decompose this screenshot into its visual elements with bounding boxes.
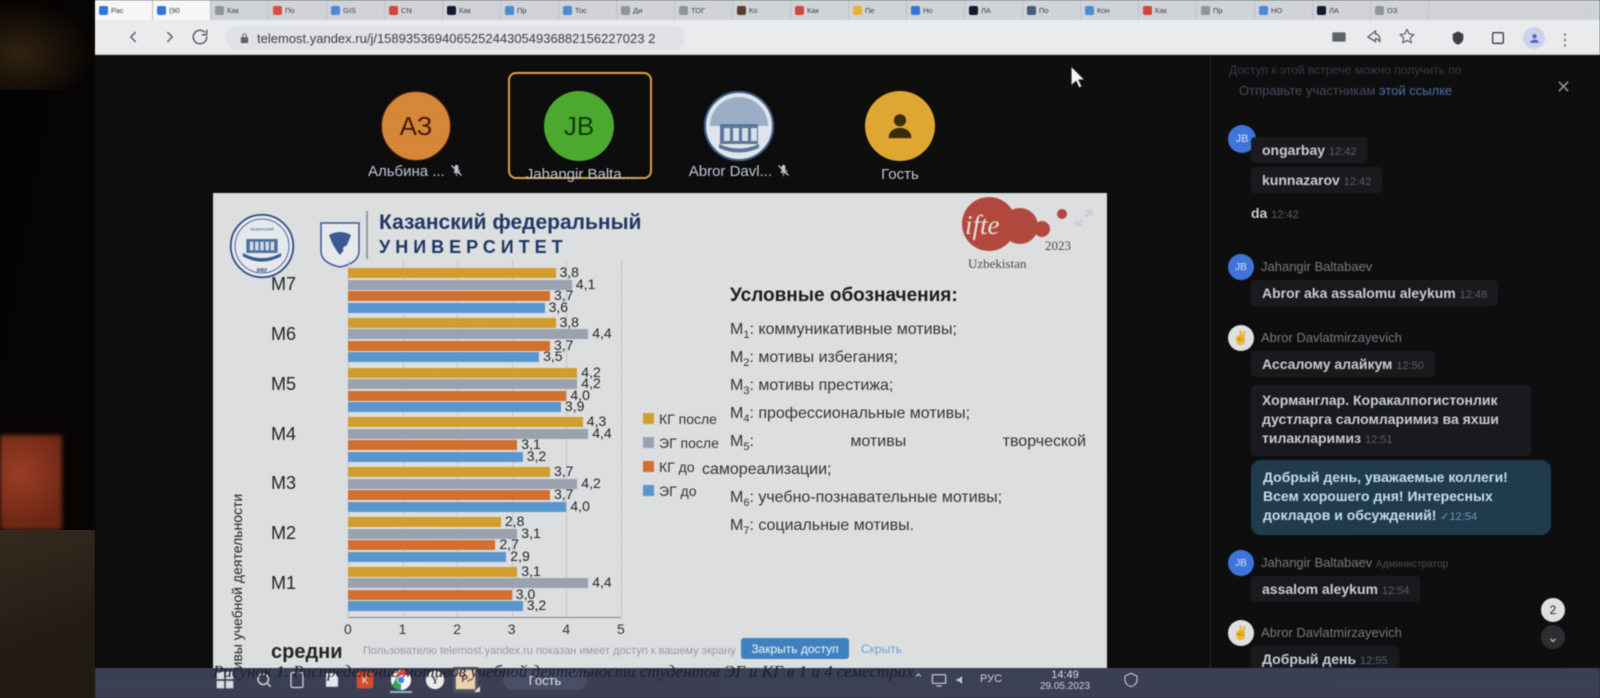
svg-text:Uzbekistan: Uzbekistan bbox=[968, 256, 1027, 271]
svg-text:2023: 2023 bbox=[1045, 238, 1071, 253]
svg-text:ifte: ifte bbox=[965, 210, 1000, 240]
svg-text:КАЗАНСКИЙ: КАЗАНСКИЙ bbox=[250, 226, 273, 231]
svg-text:КФУ: КФУ bbox=[257, 268, 268, 274]
